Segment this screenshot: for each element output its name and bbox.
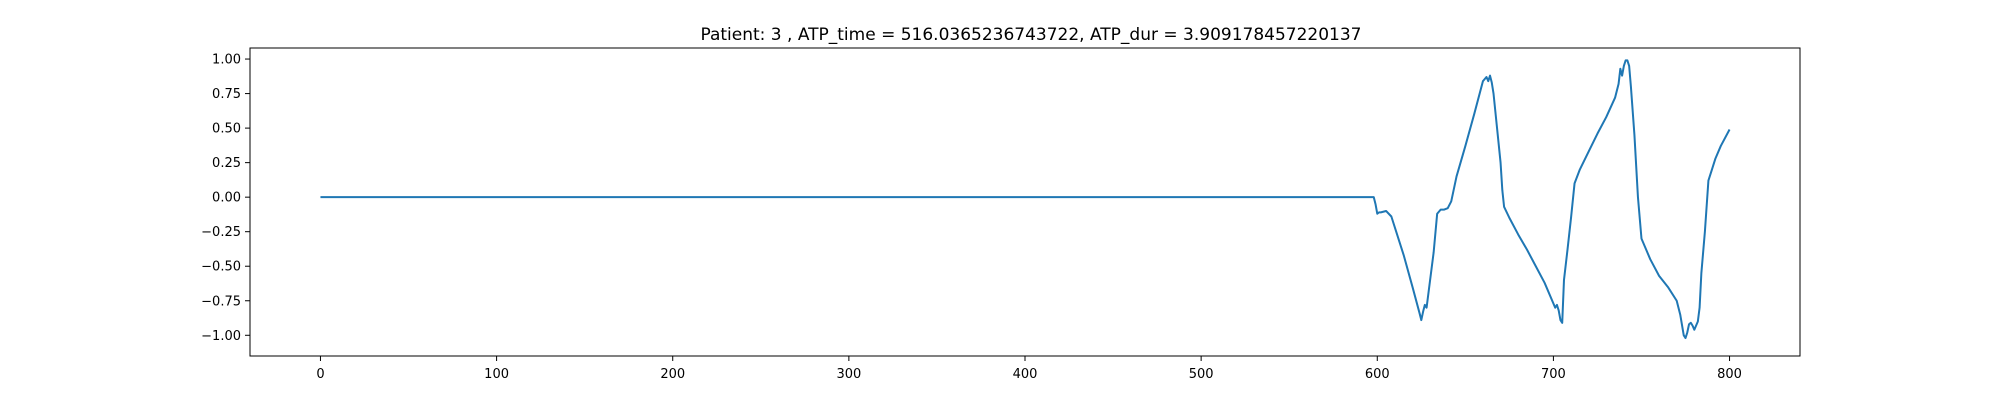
y-tick-label: −1.00 bbox=[201, 329, 241, 344]
y-tick-label: 1.00 bbox=[212, 53, 241, 68]
y-tick-label: −0.75 bbox=[201, 294, 241, 309]
chart-title: Patient: 3 , ATP_time = 516.036523674372… bbox=[700, 25, 1361, 45]
x-tick-label: 700 bbox=[1541, 367, 1566, 382]
x-tick-label: 200 bbox=[660, 367, 685, 382]
x-tick-label: 0 bbox=[316, 367, 324, 382]
y-tick-label: 0.50 bbox=[212, 122, 241, 137]
x-tick-label: 800 bbox=[1717, 367, 1742, 382]
y-tick-label: 0.00 bbox=[212, 191, 241, 206]
x-tick-label: 600 bbox=[1365, 367, 1390, 382]
y-tick-label: −0.50 bbox=[201, 260, 241, 275]
plot-area-frame bbox=[249, 47, 1801, 357]
x-tick-label: 400 bbox=[1013, 367, 1038, 382]
x-tick-label: 500 bbox=[1189, 367, 1214, 382]
series-line bbox=[320, 59, 1731, 340]
x-axis: 0 100 200 300 400 500 600 700 800 bbox=[316, 356, 1742, 382]
y-tick-label: 0.25 bbox=[212, 156, 241, 171]
y-axis: 1.00 0.75 0.50 0.25 0.00 −0.25 −0.50 −0.75 −1.00 bbox=[201, 53, 250, 344]
x-tick-label: 300 bbox=[836, 367, 861, 382]
y-tick-label: −0.25 bbox=[201, 225, 241, 240]
y-tick-label: 0.75 bbox=[212, 87, 241, 102]
x-tick-label: 100 bbox=[484, 367, 509, 382]
